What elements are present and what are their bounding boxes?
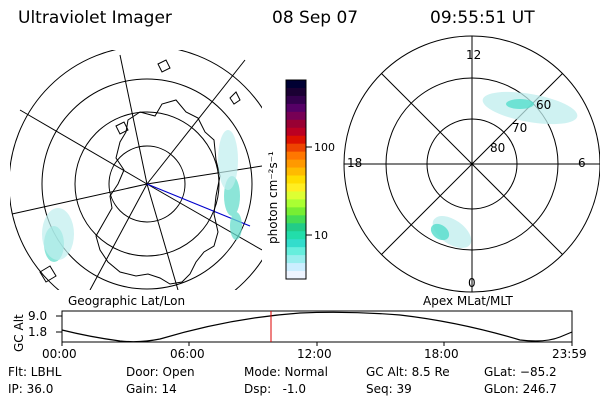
info-ip: IP: 36.0 (8, 382, 54, 396)
image-time: 09:55:51 UT (430, 8, 535, 28)
colorbar-tick-100: 100 (314, 141, 335, 154)
altitude-xtick-0000: 00:00 (42, 347, 77, 361)
mlat-label-70: 70 (512, 121, 528, 135)
geographic-caption: Geographic Lat/Lon (68, 294, 186, 308)
apex-caption: Apex MLat/MLT (423, 294, 513, 308)
altitude-xtick-1200: 12:00 (297, 347, 332, 361)
colorbar-tick-10: 10 (314, 229, 328, 242)
altitude-xtick-1800: 18:00 (424, 347, 459, 361)
geographic-map (10, 50, 262, 290)
colorbar-swatch (286, 207, 306, 216)
colorbar-swatch (286, 143, 306, 153)
altitude-xtick-2359: 23:59 (552, 347, 587, 361)
apex-mlat-mlt-map (343, 35, 600, 293)
colorbar-swatch (286, 255, 306, 264)
colorbar-swatch (286, 87, 306, 97)
colorbar-swatch (286, 80, 306, 89)
mlt-label-0: 0 (468, 276, 476, 290)
colorbar-swatch (286, 119, 306, 129)
info-gc-alt: GC Alt: 8.5 Re (366, 365, 450, 379)
colorbar-swatch (286, 215, 306, 224)
colorbar-swatch (286, 223, 306, 232)
altitude-ytick-min: 1.8 (28, 325, 48, 339)
colorbar-swatch (286, 271, 306, 280)
colorbar-swatch (286, 191, 306, 200)
colorbar-unit-label: photon cm⁻²s⁻¹ (266, 151, 280, 244)
colorbar-swatch (286, 263, 306, 272)
info-mode: Mode: Normal (244, 365, 328, 379)
info-glat: GLat: −85.2 (484, 365, 557, 379)
mlat-label-80: 80 (490, 141, 506, 155)
altitude-ytick-max: 9.0 (28, 309, 48, 323)
info-glon: GLon: 246.7 (484, 382, 557, 396)
colorbar-swatch (286, 167, 306, 177)
info-seq: Seq: 39 (366, 382, 412, 396)
info-dsp: Dsp: -1.0 (244, 382, 307, 396)
colorbar-swatch (286, 183, 306, 193)
colorbar-swatch (286, 103, 306, 113)
colorbar-swatch (286, 159, 306, 169)
info-door: Door: Open (126, 365, 195, 379)
colorbar (286, 80, 306, 280)
altitude-ylabel: GC Alt (12, 314, 26, 352)
colorbar-swatch (286, 247, 306, 256)
mlt-label-18: 18 (347, 156, 363, 170)
altitude-plot (56, 310, 573, 346)
colorbar-swatch (286, 127, 306, 137)
app-title: Ultraviolet Imager (18, 8, 172, 28)
mlat-label-60: 60 (536, 98, 552, 112)
image-date: 08 Sep 07 (272, 8, 359, 28)
mlt-label-12: 12 (466, 48, 482, 62)
colorbar-swatch (286, 95, 306, 105)
colorbar-frame (285, 79, 307, 280)
mlt-label-6: 6 (578, 156, 586, 170)
colorbar-swatch (286, 111, 306, 121)
colorbar-swatch (286, 199, 306, 208)
colorbar-swatch (286, 175, 306, 185)
colorbar-swatch (286, 239, 306, 248)
altitude-xtick-0600: 06:00 (170, 347, 205, 361)
colorbar-swatch (286, 135, 306, 145)
colorbar-swatch (286, 151, 306, 161)
info-gain: Gain: 14 (126, 382, 177, 396)
info-filter: Flt: LBHL (8, 365, 62, 379)
colorbar-swatch (286, 231, 306, 240)
